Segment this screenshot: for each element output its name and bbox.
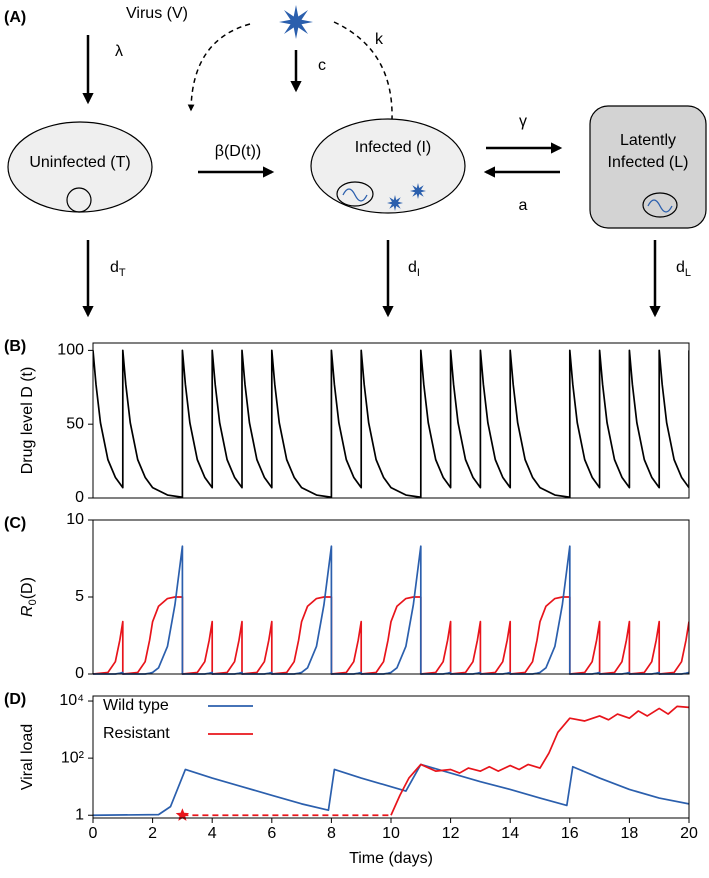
x-tick-label: 2 — [148, 825, 157, 842]
data-line — [390, 705, 689, 816]
rate-label: dL — [676, 259, 691, 279]
x-tick-label: 10 — [382, 825, 400, 842]
y-tick-label: 100 — [57, 342, 84, 359]
node-label: Uninfected (T) — [29, 154, 130, 171]
nucleus — [336, 181, 374, 207]
x-tick-label: 14 — [501, 825, 519, 842]
viral-genome — [342, 188, 368, 202]
diagram: (A) Virus (V) λ k c Uninfected (T) β(D(t… — [4, 5, 707, 318]
rate-label: a — [519, 197, 528, 214]
y-axis-title: R0(D) — [19, 577, 39, 617]
x-tick-label: 6 — [267, 825, 276, 842]
virus-icon — [410, 183, 426, 199]
rate-label: c — [318, 57, 326, 74]
panel-label: (B) — [4, 338, 26, 355]
plot-area — [93, 545, 689, 675]
x-axis-title: Time (days) — [349, 850, 433, 867]
y-tick-label: 0 — [75, 665, 84, 682]
rate-label: dT — [110, 259, 126, 279]
legend-label: Wild type — [103, 697, 169, 714]
rate-label: dI — [408, 259, 420, 279]
viral-genome — [647, 199, 673, 213]
panel-label: (A) — [4, 9, 26, 26]
x-tick-label: 20 — [680, 825, 698, 842]
plot-frame — [92, 342, 690, 499]
virus-icon — [387, 195, 403, 211]
rate-symbol: d — [408, 259, 417, 276]
rate-symbol: d — [110, 259, 119, 276]
rate-subscript: T — [119, 267, 126, 279]
cell-infected — [310, 118, 466, 214]
x-tick-label: 12 — [442, 825, 460, 842]
data-line — [93, 596, 689, 675]
y-tick-label: 50 — [66, 415, 84, 432]
node-label: Infected (I) — [355, 139, 431, 156]
plot-area — [93, 349, 689, 499]
y-tick-label: 10² — [61, 749, 85, 766]
plot-frame — [92, 519, 690, 675]
emergence-marker — [175, 808, 190, 821]
y-tick-label: 10⁴ — [59, 692, 84, 709]
y-title-subscript: 0 — [27, 599, 39, 605]
virus-label: Virus (V) — [126, 5, 188, 22]
plot-area — [93, 705, 689, 817]
plot-frame — [92, 695, 690, 819]
y-axis-title: Viral load — [19, 724, 36, 790]
infection-arc — [187, 23, 251, 112]
rate-label: γ — [519, 113, 527, 130]
y-tick-label: 1 — [75, 806, 84, 823]
panel-label: (C) — [4, 515, 26, 532]
x-tick-label: 18 — [621, 825, 639, 842]
nucleus — [642, 192, 678, 218]
cell-latent — [589, 105, 707, 229]
y-title-suffix: (D) — [19, 577, 36, 599]
x-tick-label: 16 — [561, 825, 579, 842]
y-tick-label: 0 — [75, 489, 84, 506]
rate-label: β(D(t)) — [215, 143, 262, 160]
production-arc — [333, 21, 393, 121]
legend-label: Resistant — [103, 725, 170, 742]
node-label: Infected (L) — [608, 154, 689, 171]
data-line — [93, 349, 689, 499]
y-tick-label: 5 — [75, 588, 84, 605]
rate-label: k — [375, 31, 384, 48]
y-tick-label: 10 — [66, 511, 84, 528]
rate-subscript: I — [417, 267, 420, 279]
panel-label: (D) — [4, 691, 26, 708]
nucleus — [66, 187, 92, 213]
x-tick-label: 0 — [89, 825, 98, 842]
virus-icon — [279, 5, 313, 39]
node-label: Latently — [620, 132, 676, 149]
y-axis-title: Drug level D (t) — [19, 367, 36, 475]
data-line — [93, 763, 689, 817]
y-title-symbol: R — [19, 605, 36, 617]
rate-label: λ — [115, 43, 123, 60]
rate-symbol: d — [676, 259, 685, 276]
x-tick-label: 8 — [327, 825, 336, 842]
rate-subscript: L — [685, 267, 691, 279]
x-tick-label: 4 — [208, 825, 217, 842]
